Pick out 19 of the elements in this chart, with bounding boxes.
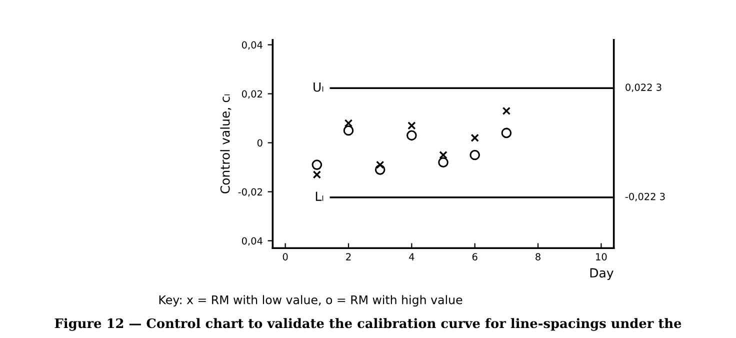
- y-tick-label: 0: [257, 139, 262, 147]
- x-tick-label: 2: [346, 253, 351, 260]
- y-tick-label: 0,04: [242, 237, 262, 246]
- text: Key: x = RM with low value, o = RM with high value: [159, 295, 462, 307]
- annotation: Uₗ: [314, 82, 324, 92]
- x-tick-label: 8: [536, 253, 540, 260]
- ref-line-label: 0,022 3: [626, 84, 662, 92]
- y-axis-title: Control value, cₗ: [220, 94, 232, 194]
- x-tick-label: 0: [282, 253, 288, 260]
- x-tick-label: 4: [409, 253, 414, 260]
- y-tick-label: 0,04: [242, 41, 262, 50]
- y-tick-label: 0,02: [242, 90, 262, 99]
- annotation: Lₗ: [316, 192, 324, 201]
- caption: Figure 12 — Control chart to validate the calibration curve for line-spacings under the: [54, 318, 682, 331]
- ref-line-label: -0,022 3: [625, 192, 665, 202]
- x-axis-title: Day: [590, 268, 614, 280]
- x-tick-label: 10: [596, 253, 607, 260]
- y-tick-label: -0,02: [238, 188, 262, 197]
- x-tick-label: 6: [472, 253, 478, 260]
